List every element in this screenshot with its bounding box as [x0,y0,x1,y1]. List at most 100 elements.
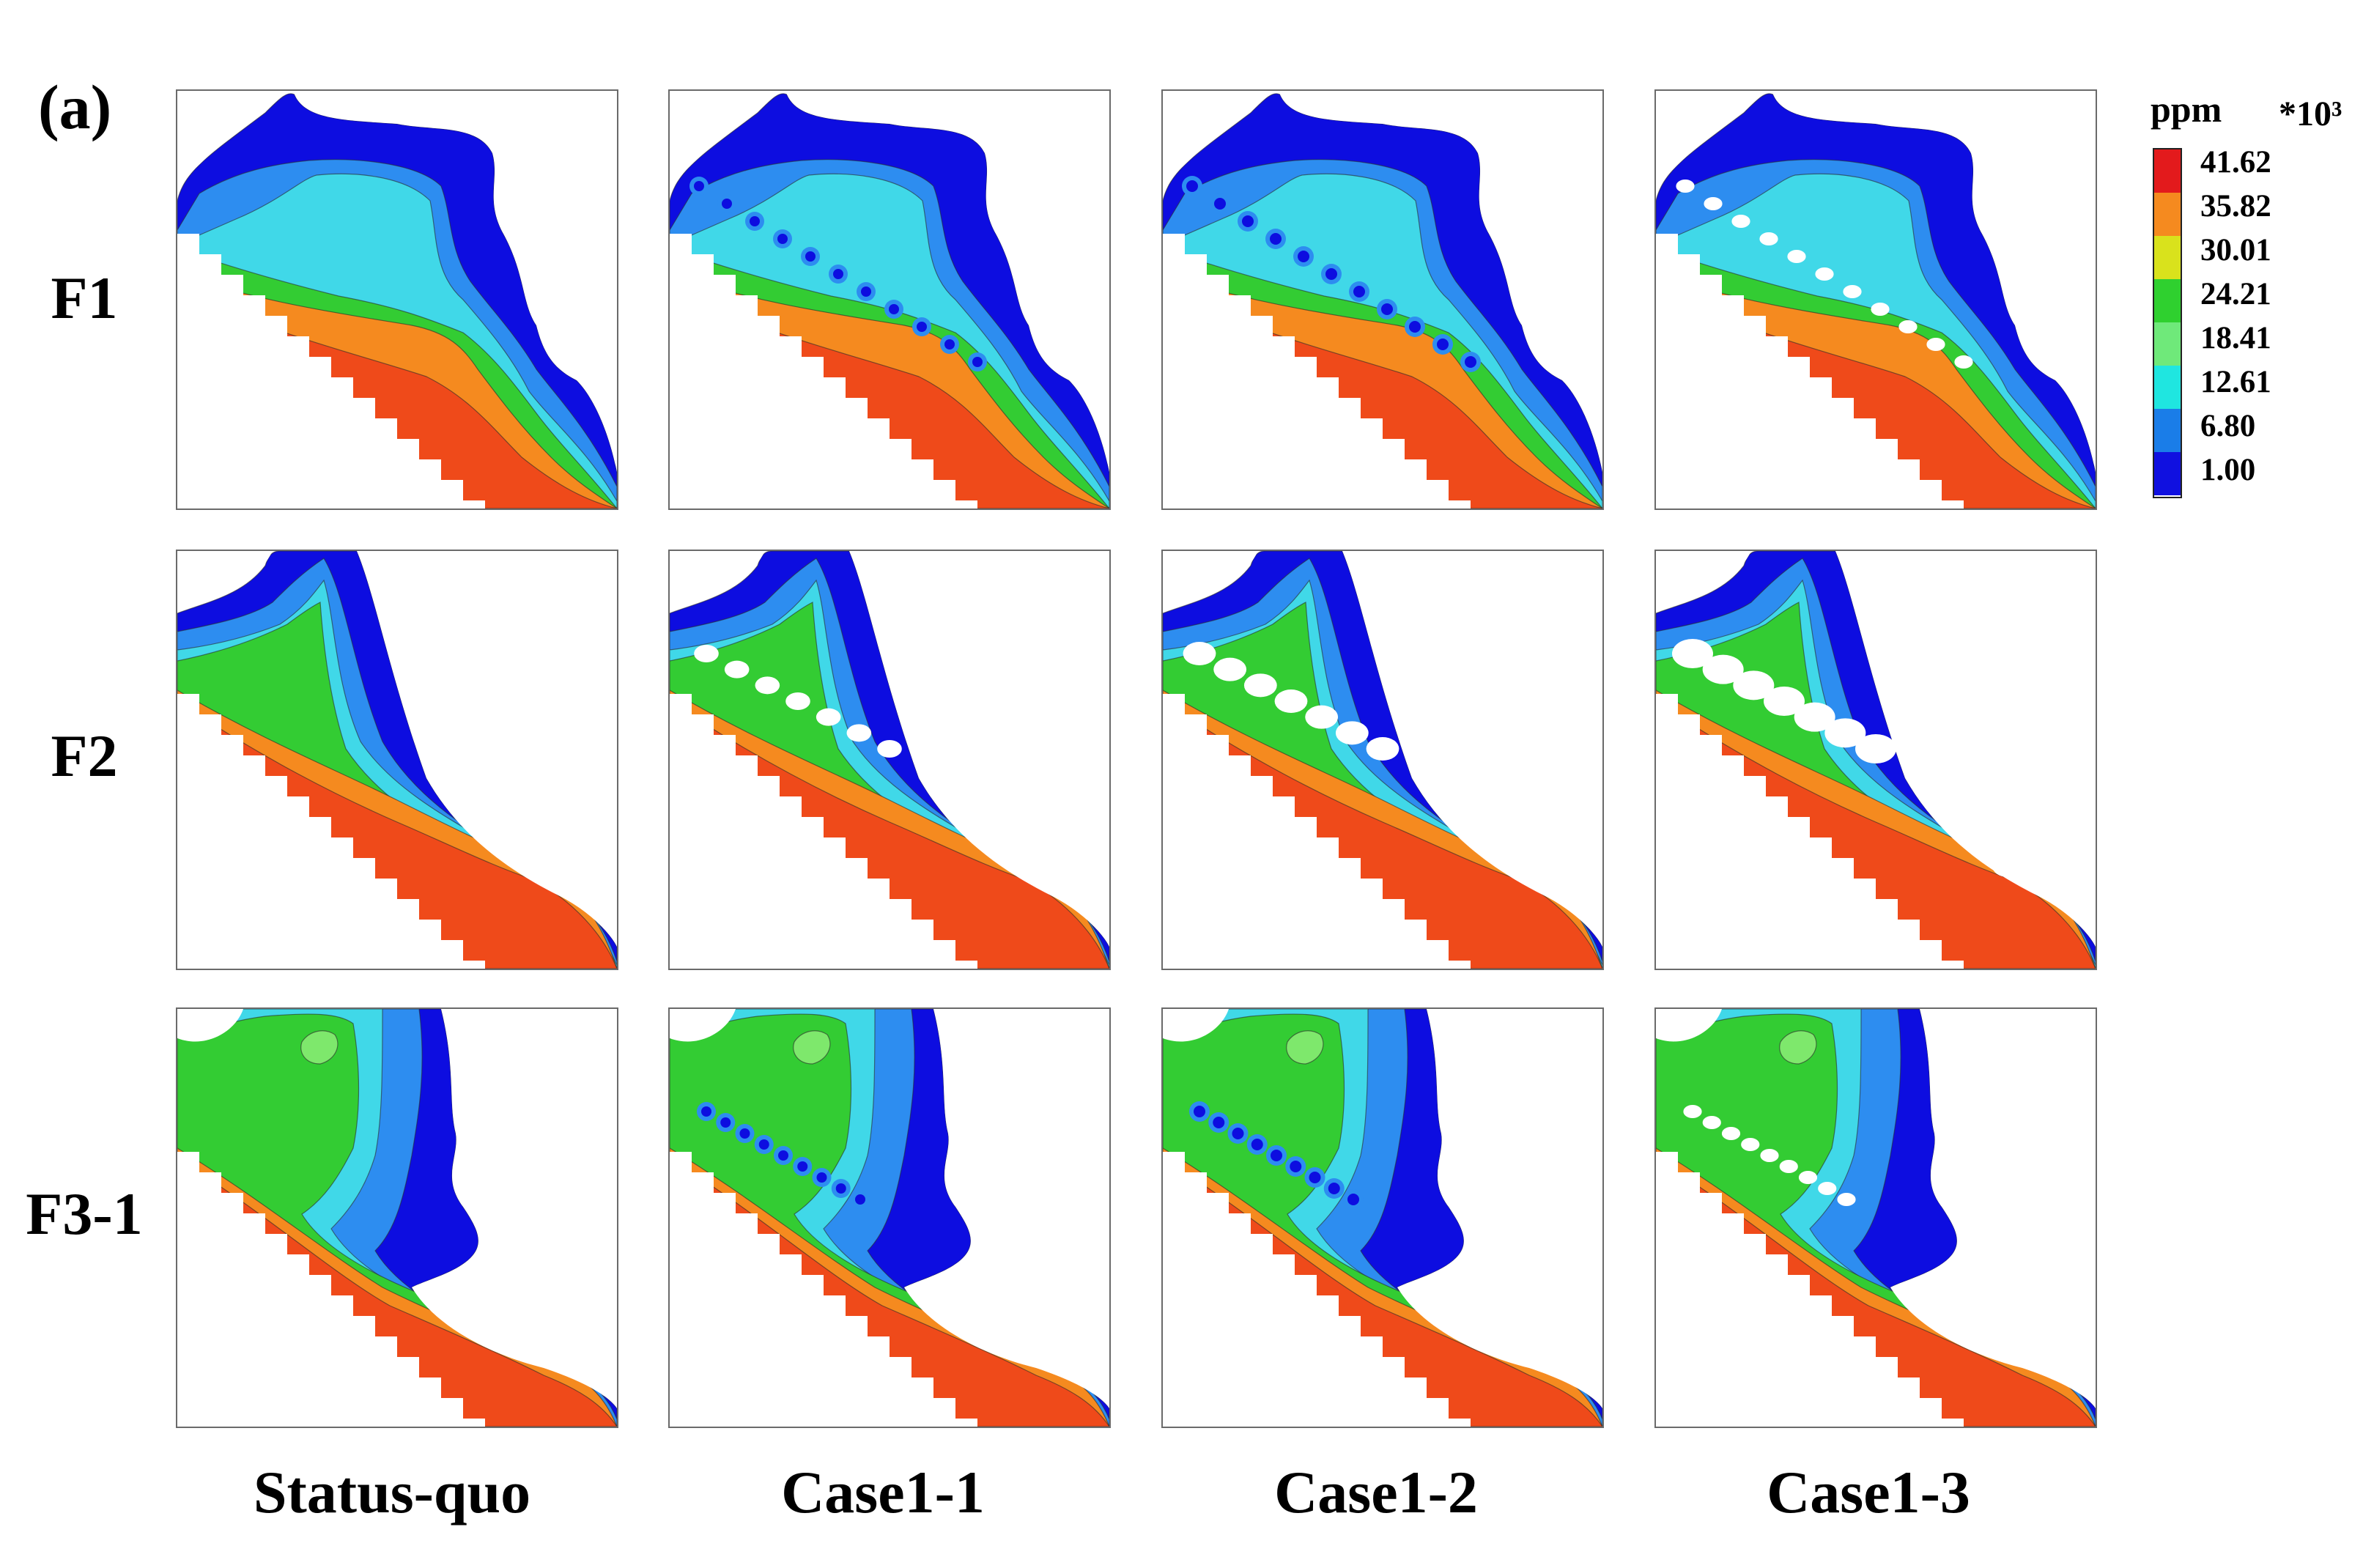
domain-mask [177,91,273,186]
column-label-case1-1: Case1-1 [781,1459,985,1526]
well-dot [1353,286,1365,297]
contour-panel-f2-case1-3 [1654,550,2097,970]
dry-hole [1531,872,1556,890]
dry-hole [1731,215,1750,228]
contour-map [177,91,617,509]
domain-mask [1163,234,1471,509]
well-dot [833,269,843,279]
domain-mask [1656,91,1751,186]
well-dot [1186,180,1198,192]
contour-panel-f3-1-status-quo [176,1007,618,1428]
well-dot [1465,356,1476,368]
well-dot [1194,1106,1205,1117]
dry-hole [785,692,810,710]
legend-tick: 41.62 [2200,145,2271,180]
dry-hole [1243,673,1277,698]
domain-mask [1656,1152,1964,1427]
well-dot [1328,1183,1340,1194]
domain-mask [177,1152,485,1427]
domain-mask [849,551,1109,947]
well-dot [720,1117,731,1128]
dry-hole [1954,355,1973,369]
dry-hole [1843,285,1862,298]
well-dot [972,357,983,367]
dry-hole [1672,639,1713,668]
domain-mask [412,1009,617,1408]
well-dot [739,1128,750,1139]
dry-hole [1704,197,1723,210]
domain-mask [295,91,617,472]
dry-hole [1366,737,1399,761]
well-dot [1290,1161,1302,1172]
contour-band [793,1030,831,1065]
legend-scale: *10³ [2279,95,2342,133]
dry-hole [877,740,902,758]
well-dot [797,1161,808,1172]
well-dot [722,199,732,209]
domain-mask [357,551,617,947]
domain-mask [1656,551,1751,610]
panel-label: (a) [38,72,112,142]
well-dot [701,1106,711,1117]
column-label-case1-2: Case1-2 [1274,1459,1478,1526]
dry-hole [816,708,841,726]
well-dot [1271,1150,1282,1161]
dry-hole [1721,1127,1741,1140]
dry-hole [1794,702,1835,732]
row-label-f1: F1 [51,265,118,331]
dry-hole [1798,1171,1818,1184]
well-dot [1347,1194,1359,1205]
contour-band [300,1030,339,1065]
well-dot [1214,198,1226,210]
domain-mask [1163,1009,1229,1042]
dry-hole [1335,721,1369,745]
domain-mask [670,1009,736,1042]
domain-mask [670,694,977,969]
well-dot [944,339,955,350]
well-dot [1309,1172,1321,1183]
dry-hole [755,676,780,695]
domain-mask [670,91,765,186]
dry-hole [1070,889,1090,902]
dry-hole [1741,1138,1760,1151]
contour-panel-f2-case1-1 [668,550,1111,970]
dry-hole [1837,1193,1856,1206]
contour-panel-f1-case1-3 [1654,89,2097,510]
legend-swatch [2154,149,2181,193]
contour-map [1163,551,1602,969]
legend-swatch [2154,366,2181,409]
well-dot [1251,1139,1263,1150]
well-dot [694,181,704,191]
dry-hole [1733,670,1775,700]
well-dot [1242,215,1254,227]
contour-band [1779,1030,1817,1065]
contour-map [1656,91,2096,509]
well-dot [1381,303,1393,315]
contour-map [1656,1009,2096,1427]
column-label-case1-3: Case1-3 [1767,1459,1970,1526]
domain-mask [1163,551,1258,610]
dry-hole [1702,1116,1721,1129]
well-dot [1270,233,1282,245]
domain-mask [177,234,485,509]
domain-mask [177,694,485,969]
dry-hole [1815,267,1834,281]
dry-hole [1871,303,1890,316]
legend-swatch [2154,279,2181,322]
dry-hole [1561,887,1586,904]
row-label-f2: F2 [51,722,118,789]
domain-mask [1656,694,1964,969]
domain-mask [1656,1009,1722,1042]
contour-panel-f1-case1-1 [668,89,1111,510]
contour-map [1163,91,1602,509]
contour-map [1163,1009,1602,1427]
dry-hole [1683,1105,1702,1118]
domain-mask [1773,91,2096,472]
well-dot [1325,268,1337,280]
well-dot [758,1139,769,1150]
dry-hole [2051,884,2082,906]
contour-panel-f2-case1-2 [1161,550,1604,970]
legend-swatch [2154,322,2181,366]
color-legend: ppm *10³ 41.62 35.82 30.01 24.21 18.41 1… [2151,88,2370,506]
row-label-f3-1: F3-1 [26,1180,143,1247]
